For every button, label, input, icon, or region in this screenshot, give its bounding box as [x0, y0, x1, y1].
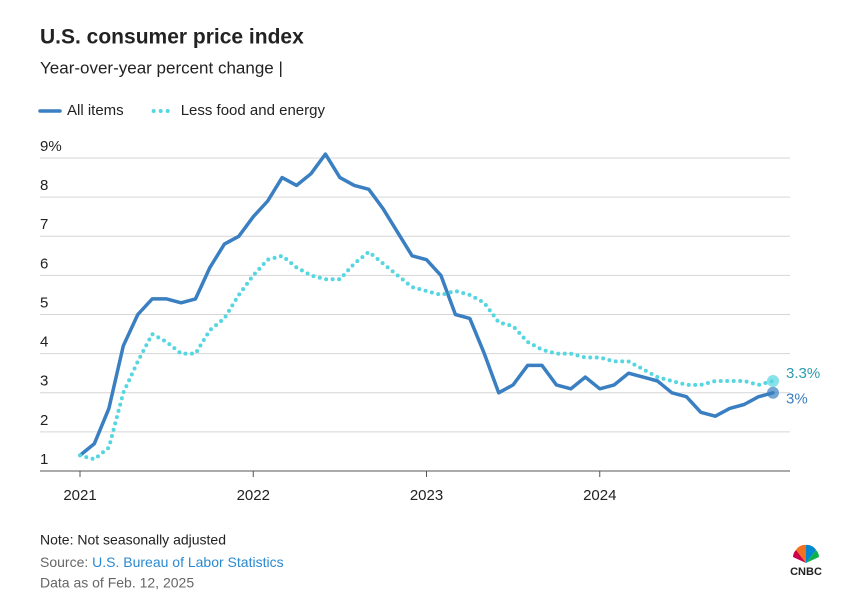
y-tick-label: 4	[40, 334, 48, 351]
x-tick-label: 2022	[237, 487, 270, 504]
y-tick-label: 9%	[40, 138, 62, 155]
source-link[interactable]: U.S. Bureau of Labor Statistics	[92, 554, 283, 570]
chart-title: U.S. consumer price index	[40, 26, 304, 49]
logo-shape	[806, 550, 819, 563]
y-tick-label: 3	[40, 373, 48, 390]
legend-label: All items	[67, 102, 124, 119]
end-point	[767, 386, 779, 399]
y-tick-label: 5	[40, 294, 48, 311]
x-tick-label: 2021	[63, 487, 96, 504]
y-tick-label: 8	[40, 177, 48, 194]
note: Note: Not seasonally adjusted	[40, 532, 226, 548]
series-line	[78, 152, 775, 458]
y-tick-label: 1	[40, 451, 48, 468]
source-label: Source:	[40, 554, 88, 570]
x-tick-label: 2024	[583, 487, 616, 504]
logo-text: CNBC	[790, 566, 822, 578]
y-tick-label: 2	[40, 412, 48, 429]
logo-shape	[793, 550, 806, 563]
logo: CNBC	[790, 544, 822, 578]
chart-subtitle: Year-over-year percent change |	[40, 58, 283, 77]
data-label: 3%	[786, 391, 808, 408]
data-date: Data as of Feb. 12, 2025	[40, 575, 194, 591]
legend: All items Less food and energy	[38, 102, 326, 119]
data-label: 3.3%	[786, 365, 820, 382]
y-tick-label: 7	[40, 216, 48, 233]
end-point	[767, 375, 779, 388]
y-tick-label: 6	[40, 255, 48, 272]
x-tick-label: 2023	[410, 487, 443, 504]
logo-shape	[806, 544, 816, 563]
series-line	[78, 249, 775, 462]
legend-label: Less food and energy	[181, 102, 326, 119]
source: Source: U.S. Bureau of Labor Statistics	[40, 554, 284, 570]
logo-shape	[796, 544, 806, 563]
